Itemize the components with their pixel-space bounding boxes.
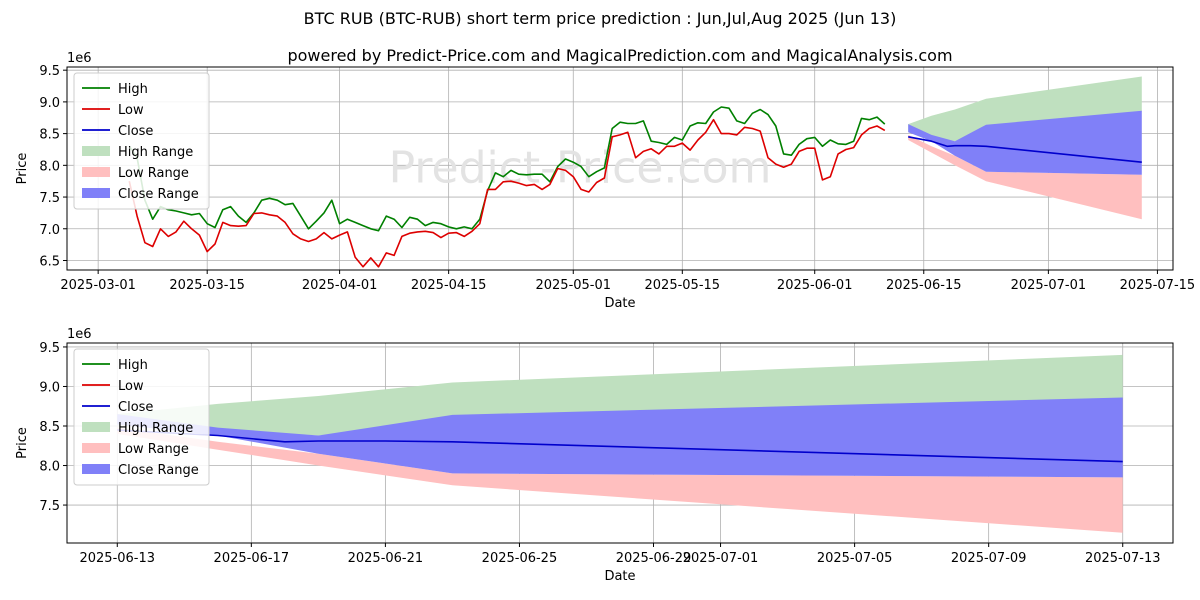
legend-close-range-label: Close Range xyxy=(118,187,199,202)
x-axis-label: Date xyxy=(604,569,635,584)
top-plot: Predict-Price.com 2025-03-01 2025-03-15 202… xyxy=(15,51,1195,311)
x-tick-label: 2025-05-01 xyxy=(535,278,611,293)
x-tick-label: 2025-06-17 xyxy=(214,551,290,566)
low-range-band xyxy=(117,427,1123,533)
legend-close-label: Close xyxy=(118,400,153,415)
watermark-text: Predict-Price.com xyxy=(389,143,772,194)
legend-low-label: Low xyxy=(118,103,144,118)
y-tick-label: 7.5 xyxy=(39,499,60,514)
x-tick-label: 2025-06-01 xyxy=(777,278,853,293)
data-layer xyxy=(117,354,1123,533)
bottom-plot: Predict-Price.com2025-06-132025-06-17202… xyxy=(15,327,1174,584)
x-tick-label: 2025-06-21 xyxy=(348,551,424,566)
legend-low-range-label: Low Range xyxy=(118,442,189,457)
y-tick-label: 7.5 xyxy=(39,191,60,206)
axes-frame xyxy=(66,342,1174,544)
x-tick-label: 2025-07-09 xyxy=(951,551,1027,566)
legend-low-label: Low xyxy=(118,379,144,394)
y-tick-label: 9.5 xyxy=(39,341,60,356)
y-axis-label: Price xyxy=(15,427,30,459)
x-tick-label: 2025-04-15 xyxy=(411,278,487,293)
y-scale-label: 1e6 xyxy=(67,51,92,66)
legend-high-range-swatch xyxy=(82,422,110,432)
legend-low-range-label: Low Range xyxy=(118,166,189,181)
x-tick-label: 2025-07-13 xyxy=(1085,551,1161,566)
high-series-line xyxy=(128,106,886,232)
y-tick-label: 9.0 xyxy=(39,96,60,111)
x-tick-label: 2025-07-01 xyxy=(683,551,759,566)
y-tick-label: 9.0 xyxy=(39,380,60,395)
y-scale-label: 1e6 xyxy=(67,327,92,342)
legend-close-range-swatch xyxy=(82,188,110,198)
y-tick-label: 6.5 xyxy=(39,254,60,269)
legend-close-range-label: Close Range xyxy=(118,463,199,478)
y-tick-label: 8.0 xyxy=(39,159,60,174)
y-tick-label: 9.5 xyxy=(39,64,60,79)
high-range-band xyxy=(908,76,1142,142)
x-tick-label: 2025-03-15 xyxy=(169,278,245,293)
legend: High Low Close High Range Low Range Close Ran… xyxy=(73,72,210,210)
data-layer xyxy=(128,76,1142,268)
x-tick-label: 2025-07-01 xyxy=(1011,278,1087,293)
legend-high-label: High xyxy=(118,82,148,97)
legend-high-label: High xyxy=(118,358,148,373)
y-tick-label: 7.0 xyxy=(39,223,60,238)
legend: High Low Close High Range Low Range Close Ran… xyxy=(73,348,210,486)
close-series-line xyxy=(117,429,1123,463)
x-tick-label: 2025-05-15 xyxy=(645,278,721,293)
x-tick-label: 2025-06-15 xyxy=(886,278,962,293)
high-range-band xyxy=(117,354,1123,436)
close-range-band xyxy=(117,397,1123,478)
x-tick-label: 2025-06-13 xyxy=(79,551,155,566)
x-tick-label: 2025-03-01 xyxy=(60,278,136,293)
y-axis-label: Price xyxy=(15,153,30,185)
x-tick-label: 2025-07-05 xyxy=(817,551,893,566)
close-range-band xyxy=(908,110,1142,175)
chart-title: BTC RUB (BTC-RUB) short term price predi… xyxy=(304,9,897,28)
legend-low-range-swatch xyxy=(82,443,110,453)
close-series-line xyxy=(908,136,1142,163)
x-tick-label: 2025-06-29 xyxy=(616,551,692,566)
y-tick-label: 8.5 xyxy=(39,420,60,435)
legend-high-range-label: High Range xyxy=(118,421,193,436)
y-tick-label: 8.0 xyxy=(39,460,60,475)
legend-high-range-swatch xyxy=(82,146,110,156)
chart-subtitle: powered by Predict-Price.com and Magical… xyxy=(287,46,952,65)
x-tick-label: 2025-06-25 xyxy=(482,551,558,566)
axes-frame xyxy=(66,66,1174,271)
x-tick-label: 2025-07-15 xyxy=(1120,278,1196,293)
y-tick-label: 8.5 xyxy=(39,128,60,143)
x-tick-label: 2025-04-01 xyxy=(302,278,378,293)
legend-close-range-swatch xyxy=(82,464,110,474)
x-axis-label: Date xyxy=(604,296,635,311)
low-series-line xyxy=(128,118,886,268)
legend-close-label: Close xyxy=(118,124,153,139)
legend-high-range-label: High Range xyxy=(118,145,193,160)
legend-low-range-swatch xyxy=(82,167,110,177)
low-range-band xyxy=(908,134,1142,220)
